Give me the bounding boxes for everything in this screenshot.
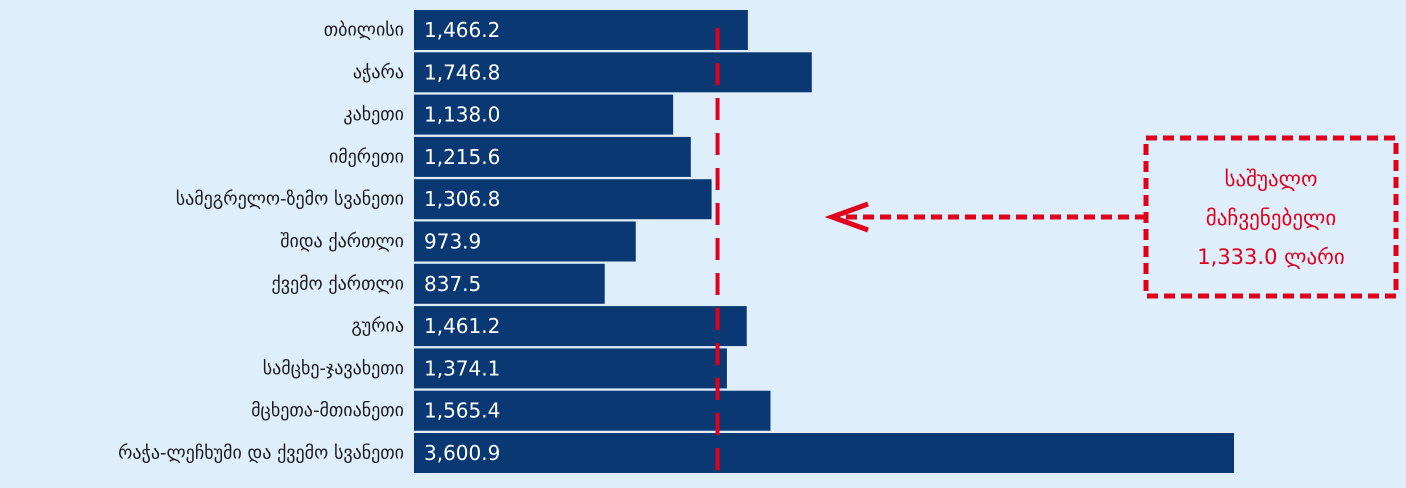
value-label: 973.9	[424, 230, 481, 254]
bar	[414, 348, 727, 389]
category-label: თბილისი	[324, 20, 404, 41]
average-annotation: საშუალო მაჩვენებელი 1,333.0 ლარი	[1143, 135, 1399, 299]
value-label: 1,374.1	[424, 356, 500, 380]
annotation-box	[1143, 135, 1399, 299]
value-label: 3,600.9	[424, 441, 500, 465]
category-label: კახეთი	[343, 104, 404, 125]
bar	[414, 306, 747, 347]
value-label: 1,461.2	[424, 314, 500, 338]
category-label: იმერეთი	[329, 146, 404, 167]
category-label: შიდა ქართლი	[280, 231, 404, 252]
value-label: 1,306.8	[424, 187, 500, 211]
category-label: მცხეთა-მთიანეთი	[251, 400, 404, 421]
value-label: 1,565.4	[424, 399, 500, 423]
value-label: 1,746.8	[424, 60, 500, 84]
average-arrow	[824, 201, 1146, 233]
value-label: 1,138.0	[424, 103, 500, 127]
bars-group: თბილისი 1,466.2 აჭარა 1,746.8 კახეთი 1,138.0 ი…	[118, 10, 1234, 473]
category-label: ქვემო ქართლი	[272, 273, 404, 294]
bar	[414, 433, 1234, 473]
annotation-line-2: მაჩვენებელი	[1206, 206, 1336, 230]
value-label: 837.5	[424, 272, 481, 296]
value-label: 1,215.6	[424, 145, 500, 169]
bar	[414, 136, 691, 177]
category-label: რაჭა-ლეჩხუმი და ქვემო სვანეთი	[118, 443, 404, 464]
bar	[414, 52, 812, 93]
bar	[414, 263, 605, 304]
annotation-line-3: 1,333.0 ლარი	[1197, 245, 1344, 269]
category-label: გურია	[351, 316, 404, 337]
bar	[414, 179, 712, 220]
bar	[414, 10, 748, 50]
category-label: სამცხე-ჯავახეთი	[263, 358, 404, 379]
bar	[414, 390, 771, 431]
annotation-line-1: საშუალო	[1224, 167, 1317, 191]
category-label: აჭარა	[353, 62, 404, 83]
category-label: სამეგრელო-ზემო სვანეთი	[176, 189, 404, 210]
bar	[414, 94, 674, 135]
arrow-head-icon	[824, 201, 869, 233]
bar	[414, 221, 636, 262]
value-label: 1,466.2	[424, 18, 500, 42]
